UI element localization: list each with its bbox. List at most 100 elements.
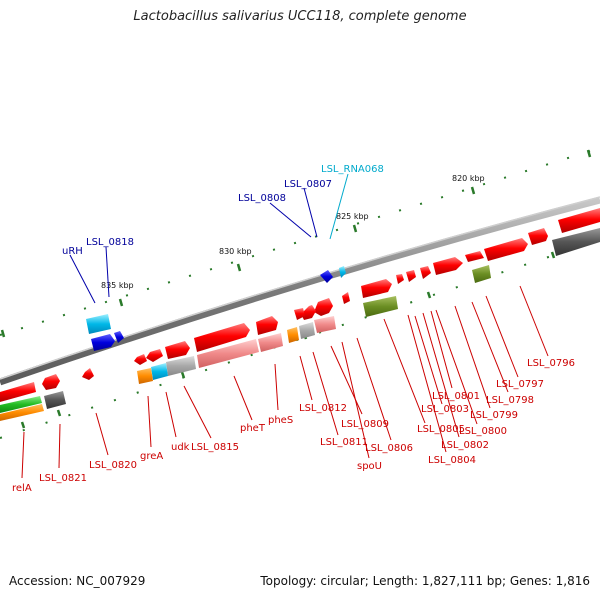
label-LSL_0820[interactable]: LSL_0820 — [89, 460, 137, 471]
label-LSL_0802[interactable]: LSL_0802 — [441, 440, 489, 451]
gene-pheT[interactable] — [194, 323, 250, 352]
label-LSL_0807[interactable]: LSL_0807 — [284, 179, 332, 190]
leader-LSL_0803 — [414, 315, 443, 405]
gene-pheS-track2[interactable] — [258, 333, 283, 352]
gene-LSL_0804[interactable] — [361, 279, 392, 298]
page-title: Lactobacillus salivarius UCC118, complet… — [133, 9, 467, 24]
ruler-major-tick — [118, 298, 124, 307]
label-LSL_0803[interactable]: LSL_0803 — [421, 404, 469, 415]
gene-LSL_0818[interactable] — [82, 368, 94, 380]
leader-LSL_0811 — [312, 351, 339, 436]
label-LSL_0798[interactable]: LSL_0798 — [486, 395, 534, 406]
feature-LSL_0808-blue[interactable] — [320, 270, 333, 283]
label-LSL_0808[interactable]: LSL_0808 — [238, 193, 286, 204]
accession-text: Accession: NC_007929 — [9, 574, 146, 588]
leader-spoU — [341, 341, 370, 459]
inner-major-tick — [56, 409, 62, 417]
gene-LSL_0802[interactable] — [406, 270, 416, 282]
gene-LSL_0815[interactable] — [146, 349, 163, 362]
label-LSL_0797[interactable]: LSL_0797 — [496, 379, 544, 390]
label-pheT[interactable]: pheT — [240, 423, 266, 434]
gene-LSL_0809[interactable] — [301, 305, 316, 320]
backbone-highlight — [0, 196, 600, 380]
gene-LSL_0820[interactable] — [42, 374, 60, 390]
gene-LSL_0805[interactable] — [342, 292, 350, 304]
label-LSL_0801[interactable]: LSL_0801 — [432, 391, 480, 402]
inner-major-tick — [20, 421, 26, 429]
gene-greA-track2[interactable] — [137, 368, 153, 384]
gene-LSL_0796-track2[interactable] — [552, 228, 600, 256]
gene-LSL_0800[interactable] — [433, 257, 463, 275]
gene-relA[interactable] — [0, 382, 36, 402]
label-greA[interactable]: greA — [140, 451, 163, 462]
label-LSL_0818[interactable]: LSL_0818 — [86, 237, 134, 248]
ruler-major-tick — [0, 329, 6, 338]
gene-udk[interactable] — [134, 354, 147, 365]
label-LSL_RNA068[interactable]: LSL_RNA068 — [321, 164, 384, 175]
gene-LSL_0815-track2[interactable] — [166, 356, 196, 376]
gene-LSL_0811[interactable] — [294, 308, 305, 320]
gene-relA-track2[interactable] — [0, 396, 42, 413]
chromosome-backbone — [0, 196, 600, 386]
label-LSL_0799[interactable]: LSL_0799 — [470, 410, 518, 421]
label-uRH[interactable]: uRH — [62, 246, 83, 257]
gene-relA-track3[interactable] — [0, 404, 44, 421]
gene-LSL_0804-track2[interactable] — [363, 296, 398, 317]
leader-LSL_0801 — [430, 310, 453, 389]
ruler-label-820: 820 kbp — [452, 174, 485, 183]
gene-LSL_0812[interactable] — [256, 316, 278, 335]
gene-LSL_0821-track2[interactable] — [44, 391, 66, 409]
gene-LSL_0806[interactable] — [314, 298, 333, 316]
gene-LSL_0798[interactable] — [484, 238, 528, 261]
leader-LSL_0808 — [269, 202, 312, 238]
label-LSL_0809[interactable]: LSL_0809 — [341, 419, 389, 430]
gene-LSL_0799[interactable] — [465, 251, 484, 262]
ruler-major-tick — [470, 186, 476, 195]
label-udk[interactable]: udk — [171, 442, 190, 453]
gene-LSL_0803[interactable] — [396, 274, 404, 284]
leader-LSL_0820 — [95, 412, 109, 456]
label-LSL_0800[interactable]: LSL_0800 — [459, 426, 507, 437]
leader-LSL_0797 — [485, 295, 519, 378]
leader-LSL_0804 — [407, 314, 447, 453]
gene-LSL_0809-track2[interactable] — [314, 316, 336, 333]
gene-udk-track2[interactable] — [151, 363, 168, 380]
label-LSL_0805[interactable]: LSL_0805 — [417, 424, 465, 435]
gene-LSL_0796[interactable] — [558, 208, 600, 233]
lower-leader-lines — [21, 285, 549, 479]
leader-LSL_0805 — [383, 318, 426, 424]
inner-major-tick — [426, 291, 432, 299]
gene-pheT-track2[interactable] — [197, 339, 259, 368]
gene-LSL_0797[interactable] — [528, 228, 548, 245]
inner-major-tick — [550, 251, 556, 259]
leader-udk — [165, 391, 177, 438]
gene-pheS[interactable] — [165, 341, 190, 359]
inner-major-tick — [180, 371, 186, 379]
gene-LSL_0801[interactable] — [420, 266, 431, 279]
leader-LSL_0806 — [356, 337, 392, 441]
feature-LSL_0818-rna[interactable] — [86, 314, 111, 334]
leader-LSL_0802 — [422, 312, 460, 438]
gene-LSL_0812-track2[interactable] — [287, 327, 299, 343]
gene-LSL_0798-track2[interactable] — [472, 265, 491, 283]
feature-uRH-blue-arrow[interactable] — [91, 334, 115, 351]
label-relA[interactable]: relA — [12, 483, 32, 494]
feature-LSL_RNA068[interactable] — [339, 266, 346, 278]
label-LSL_0815[interactable]: LSL_0815 — [191, 442, 239, 453]
forward-strand-genes — [0, 208, 600, 402]
feature-uRH-blue-small[interactable] — [114, 331, 124, 343]
label-LSL_0806[interactable]: LSL_0806 — [365, 443, 413, 454]
label-LSL_0804[interactable]: LSL_0804 — [428, 455, 476, 466]
label-LSL_0812[interactable]: LSL_0812 — [299, 403, 347, 414]
leader-greA — [147, 395, 152, 448]
label-pheS[interactable]: pheS — [268, 415, 293, 426]
label-LSL_0796[interactable]: LSL_0796 — [527, 358, 575, 369]
label-LSL_0811[interactable]: LSL_0811 — [320, 437, 368, 448]
label-spoU[interactable]: spoU — [357, 461, 382, 472]
label-LSL_0821[interactable]: LSL_0821 — [39, 473, 87, 484]
gene-LSL_0811-track2[interactable] — [299, 322, 315, 339]
leader-LSL_0815 — [183, 385, 212, 439]
upper-leader-lines — [69, 173, 349, 304]
leader-LSL_RNA068 — [329, 173, 349, 240]
